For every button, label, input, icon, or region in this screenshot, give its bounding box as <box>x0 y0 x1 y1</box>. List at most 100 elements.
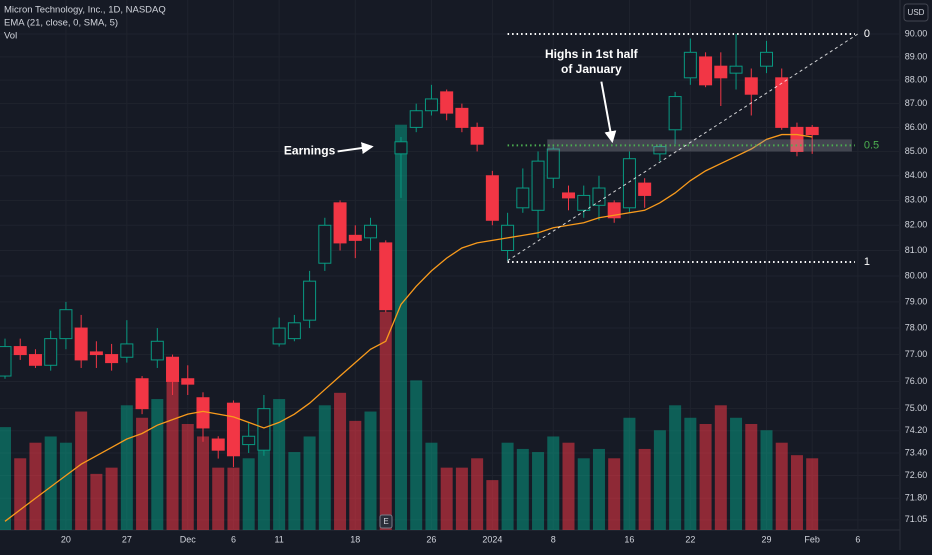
candle-body <box>242 435 256 446</box>
candle-body <box>303 280 317 321</box>
x-tick-label: 2024 <box>482 534 502 544</box>
candle-body <box>668 96 682 131</box>
x-tick-label: 18 <box>350 534 360 544</box>
volume-bar <box>120 405 133 530</box>
volume-bar <box>0 427 11 530</box>
candle-body <box>744 77 758 95</box>
y-tick-label: 79.00 <box>905 296 928 306</box>
candle-body <box>592 187 606 206</box>
candle-body <box>181 378 195 385</box>
earnings-icon: E <box>379 514 393 529</box>
y-tick-label: 89.00 <box>905 51 928 61</box>
annotation-text: Earnings <box>284 144 336 158</box>
candle-body <box>394 141 408 155</box>
volume-bar <box>334 392 347 530</box>
candle-body <box>287 322 301 340</box>
volume-bar <box>425 442 438 530</box>
volume-bar <box>684 417 697 530</box>
candle-body <box>546 148 560 179</box>
annotation-arrow <box>600 81 617 144</box>
y-tick-label: 81.00 <box>905 245 928 255</box>
volume-bar <box>471 458 484 530</box>
currency-button[interactable] <box>903 3 929 22</box>
y-tick-label: 71.05 <box>905 514 928 524</box>
y-tick-label: 76.00 <box>905 376 928 386</box>
volume-bar <box>714 405 727 530</box>
candle-body <box>379 242 393 311</box>
candle-body <box>44 338 58 366</box>
volume-bar <box>699 424 712 530</box>
volume-bar <box>547 436 560 530</box>
candle-body <box>364 224 378 239</box>
x-tick-label: 16 <box>624 534 634 544</box>
candle-body <box>805 126 819 136</box>
candle-body <box>714 65 728 79</box>
volume-bar <box>592 448 605 530</box>
candle-body <box>150 340 164 361</box>
candle-body <box>257 408 271 451</box>
volume-bar <box>196 436 209 530</box>
volume-bar <box>440 467 453 530</box>
annotation-text: of January <box>561 62 622 76</box>
volume-bar <box>501 442 514 530</box>
candle-body <box>59 309 73 340</box>
x-tick-label: Feb <box>804 534 820 544</box>
candle-body <box>577 194 591 211</box>
volume-bar <box>806 458 819 530</box>
annotation-text: Highs in 1st half <box>545 47 639 61</box>
volume-bar <box>105 467 118 530</box>
volume-legend: Vol <box>4 31 17 42</box>
y-tick-label: 84.00 <box>905 170 928 180</box>
volume-bar <box>775 442 788 530</box>
volume-bar <box>653 430 666 530</box>
candle-body <box>272 327 286 345</box>
volume-bar <box>227 467 240 530</box>
candle-body <box>226 402 240 457</box>
volume-bar <box>166 374 179 530</box>
volume-bar <box>638 448 651 530</box>
y-tick-label: 90.00 <box>905 28 928 38</box>
candle-body <box>683 51 697 79</box>
volume-bar <box>212 467 225 530</box>
volume-bar <box>790 455 803 530</box>
mark-layer <box>0 32 859 522</box>
candle-body <box>211 438 225 451</box>
volume-bar <box>669 405 682 530</box>
annotation-arrow <box>337 142 374 154</box>
y-tick-label: 78.00 <box>905 322 928 332</box>
currency[interactable]: USD <box>908 8 925 17</box>
candle-body <box>699 56 713 86</box>
y-tick-label: 80.00 <box>905 270 928 280</box>
y-tick-label: 88.00 <box>905 75 928 85</box>
volume-bar <box>364 411 377 530</box>
label-layer: 90.00 89.00 88.00 87.00 86.00 85.00 84.00 83.00… <box>61 28 927 544</box>
candle-body <box>89 351 103 356</box>
volume-bar <box>349 420 362 530</box>
candle-body <box>0 346 12 377</box>
volume-bar <box>562 442 575 530</box>
candle-body <box>622 158 636 209</box>
candle-body <box>607 202 621 219</box>
volume-bar <box>90 473 103 530</box>
x-tick-label: Dec <box>180 534 197 544</box>
volume-bar <box>745 424 758 530</box>
y-tick-label: 85.00 <box>905 146 928 156</box>
volume-bar <box>29 442 42 530</box>
candle-body <box>638 182 652 196</box>
x-tick-label: 26 <box>426 534 436 544</box>
candle-body <box>13 346 27 356</box>
volume-bar <box>760 430 773 530</box>
y-tick-label: 72.60 <box>905 470 928 480</box>
candle-body <box>348 234 362 241</box>
volume-bar <box>303 436 316 530</box>
volume-bar <box>532 452 545 530</box>
volume-bar <box>516 448 529 530</box>
volume-bar <box>257 427 270 530</box>
volume-bar <box>242 458 255 530</box>
candle-body <box>562 192 576 199</box>
x-tick-label: 6 <box>855 534 860 544</box>
x-tick-label: 29 <box>761 534 771 544</box>
y-tick-label: 87.00 <box>905 98 928 108</box>
x-tick-label: 6 <box>231 534 236 544</box>
